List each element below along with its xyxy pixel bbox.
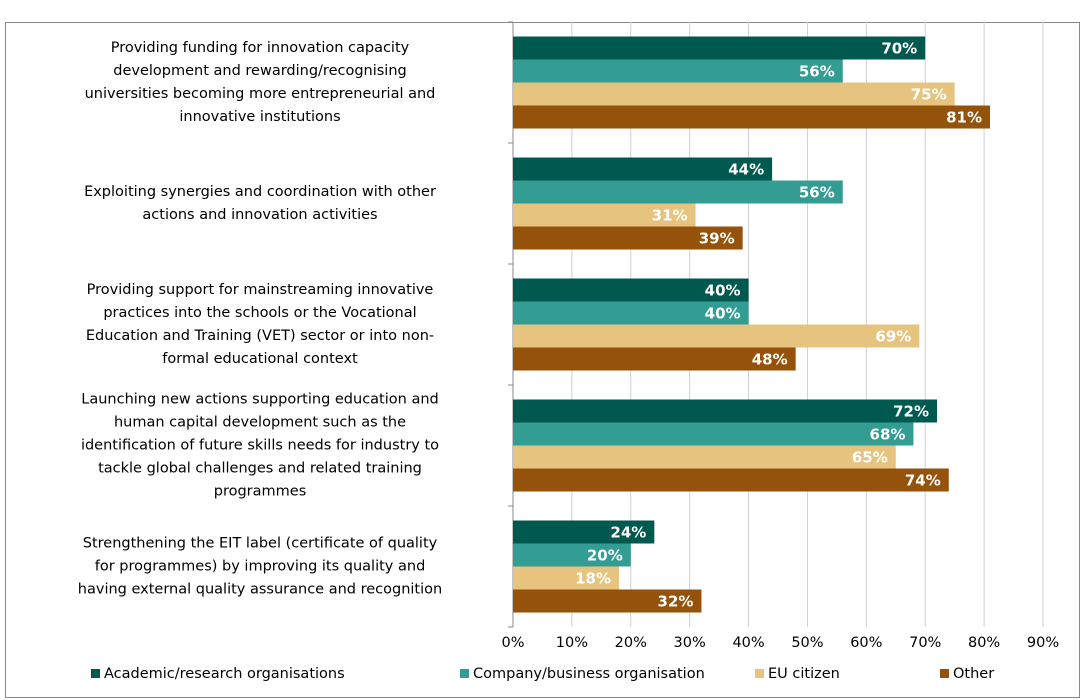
legend-label: Academic/research organisations — [104, 666, 345, 682]
legend-label: Other — [953, 666, 994, 682]
category-label: for programmes) by improving its quality… — [95, 559, 426, 575]
bar — [513, 203, 696, 227]
bar — [513, 180, 843, 204]
category-label: Providing support for mainstreaming inno… — [87, 282, 434, 298]
category-label: actions and innovation activities — [142, 207, 377, 223]
value-label: 48% — [752, 351, 788, 369]
category-label: innovative institutions — [179, 109, 340, 125]
legend-swatch — [755, 669, 764, 678]
x-tick-label: 80% — [968, 635, 1000, 651]
bar — [513, 301, 749, 325]
value-label: 39% — [699, 230, 735, 248]
x-tick-label: 0% — [501, 635, 524, 651]
legend-swatch — [91, 669, 100, 678]
category-label: having external quality assurance and re… — [78, 582, 442, 598]
legend-label: EU citizen — [768, 666, 840, 682]
value-label: 70% — [881, 40, 917, 58]
bar — [513, 543, 631, 567]
category-label: formal educational context — [162, 351, 358, 367]
legend-swatch — [940, 669, 949, 678]
bar — [513, 105, 990, 129]
bar — [513, 324, 920, 348]
value-label: 40% — [705, 305, 741, 323]
bar — [513, 445, 896, 469]
bar — [513, 566, 619, 590]
chart-frame — [5, 22, 1080, 698]
category-label: practices into the schools or the Vocati… — [103, 305, 416, 321]
value-label: 32% — [658, 593, 694, 611]
bar — [513, 399, 937, 423]
bar — [513, 82, 955, 106]
category-label: universities becoming more entrepreneuri… — [85, 86, 436, 102]
value-label: 81% — [946, 109, 982, 127]
category-label: human capital development such as the — [114, 415, 406, 431]
value-label: 44% — [728, 161, 764, 179]
value-label: 56% — [799, 184, 835, 202]
category-label: development and rewarding/recognising — [113, 63, 406, 79]
value-label: 65% — [852, 449, 888, 467]
x-tick-label: 90% — [1027, 635, 1059, 651]
x-tick-label: 40% — [732, 635, 764, 651]
value-label: 40% — [705, 282, 741, 300]
value-label: 74% — [905, 472, 941, 490]
value-label: 18% — [575, 570, 611, 588]
category-label: Strengthening the EIT label (certificate… — [83, 536, 438, 552]
bar — [513, 468, 949, 492]
bar — [513, 347, 796, 371]
category-label: Exploiting synergies and coordination wi… — [84, 184, 436, 200]
value-label: 69% — [875, 328, 911, 346]
bar — [513, 278, 749, 302]
value-label: 31% — [652, 207, 688, 225]
category-label: Education and Training (VET) sector or i… — [86, 328, 434, 344]
legend-label: Company/business organisation — [473, 666, 705, 682]
bar — [513, 226, 743, 250]
bar — [513, 157, 773, 181]
category-label: tackle global challenges and related tra… — [98, 461, 422, 477]
value-label: 24% — [610, 524, 646, 542]
x-tick-label: 10% — [556, 635, 588, 651]
legend-swatch — [460, 669, 469, 678]
bar — [513, 422, 914, 446]
x-tick-label: 30% — [674, 635, 706, 651]
x-tick-label: 20% — [615, 635, 647, 651]
category-label: Providing funding for innovation capacit… — [111, 40, 410, 56]
x-tick-label: 50% — [791, 635, 823, 651]
value-label: 68% — [870, 426, 906, 444]
value-label: 75% — [911, 86, 947, 104]
category-label: Launching new actions supporting educati… — [81, 392, 438, 408]
value-label: 72% — [893, 403, 929, 421]
x-tick-label: 60% — [850, 635, 882, 651]
x-tick-label: 70% — [909, 635, 941, 651]
value-label: 56% — [799, 63, 835, 81]
bar — [513, 520, 655, 544]
category-label: programmes — [214, 484, 307, 500]
bar — [513, 589, 702, 613]
value-label: 20% — [587, 547, 623, 565]
bar — [513, 36, 926, 60]
category-label: identification of future skills needs fo… — [81, 438, 439, 454]
bar — [513, 59, 843, 83]
